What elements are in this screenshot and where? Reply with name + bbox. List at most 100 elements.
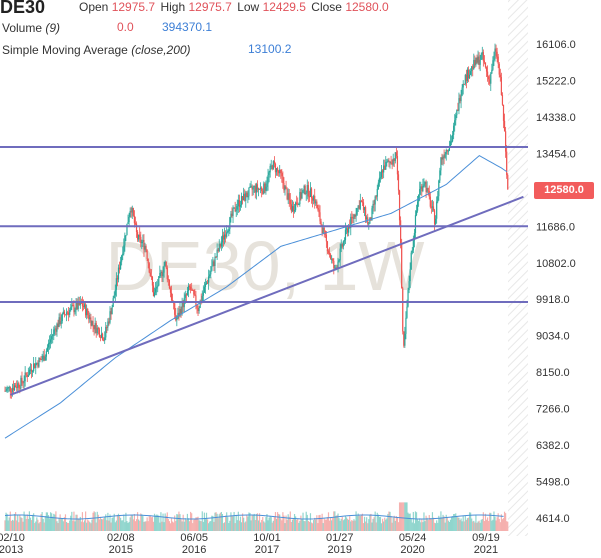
volume-bar bbox=[95, 522, 97, 531]
volume-bar bbox=[479, 522, 481, 531]
volume-bar bbox=[287, 514, 289, 531]
volume-bar bbox=[200, 521, 202, 531]
candle-body bbox=[507, 175, 509, 190]
candle-body bbox=[22, 382, 24, 384]
candle-body bbox=[448, 146, 451, 151]
volume-bar bbox=[139, 520, 141, 531]
volume-bar bbox=[400, 502, 402, 531]
volume-bar bbox=[227, 517, 229, 531]
candle-body bbox=[164, 261, 166, 266]
volume-bar bbox=[130, 514, 132, 531]
price-tick-label: 8150.0 bbox=[536, 367, 570, 379]
volume-bar bbox=[103, 518, 105, 531]
volume-bar bbox=[499, 522, 501, 531]
candle-body bbox=[15, 385, 17, 388]
volume-bar bbox=[373, 517, 375, 531]
volume-bar bbox=[429, 518, 431, 531]
candle-body bbox=[50, 339, 52, 343]
volume-legend[interactable]: Volume (9) bbox=[2, 21, 60, 35]
volume-bar bbox=[496, 517, 498, 531]
candle-body bbox=[178, 312, 180, 316]
volume-bar bbox=[50, 512, 52, 531]
candle-body bbox=[89, 317, 91, 320]
volume-bar bbox=[363, 516, 366, 531]
volume-bar bbox=[410, 518, 412, 531]
candle-body bbox=[76, 302, 78, 310]
candle-body bbox=[420, 186, 422, 190]
volume-bar bbox=[333, 511, 335, 531]
volume-bar bbox=[376, 512, 378, 531]
volume-bar bbox=[506, 521, 508, 531]
volume-bar bbox=[475, 514, 477, 531]
volume-bar bbox=[153, 513, 156, 531]
volume-bar bbox=[336, 515, 338, 531]
candle-body bbox=[489, 79, 491, 84]
volume-bar bbox=[256, 513, 259, 531]
candle-body bbox=[387, 160, 389, 162]
price-tick-label: 6382.0 bbox=[536, 440, 570, 452]
volume-bar bbox=[115, 520, 117, 531]
candle-body bbox=[11, 387, 14, 392]
candle-body bbox=[182, 301, 184, 308]
candle-body bbox=[356, 208, 358, 215]
volume-bar bbox=[374, 511, 376, 531]
volume-bar bbox=[80, 521, 82, 531]
candle-body bbox=[424, 181, 426, 185]
sma-legend[interactable]: Simple Moving Average (close,200) bbox=[2, 43, 191, 57]
candle-body bbox=[35, 363, 37, 368]
candle-body bbox=[473, 59, 475, 69]
candle-body bbox=[278, 170, 280, 174]
volume-bar bbox=[10, 521, 12, 531]
candle-body bbox=[447, 150, 449, 152]
candle-body bbox=[226, 232, 228, 237]
candle-body bbox=[219, 243, 221, 247]
volume-bar bbox=[295, 516, 297, 531]
last-price-tag: 12580.0 bbox=[534, 182, 594, 199]
volume-bar bbox=[274, 512, 277, 531]
candle-body bbox=[497, 56, 499, 64]
symbol-title[interactable]: DE30 bbox=[0, 0, 46, 17]
volume-bar bbox=[122, 520, 124, 531]
volume-bar bbox=[157, 514, 159, 531]
volume-bar bbox=[193, 519, 195, 531]
volume-bar bbox=[310, 522, 313, 531]
volume-bar bbox=[388, 511, 390, 531]
volume-bar bbox=[288, 516, 290, 531]
volume-bar bbox=[52, 516, 54, 531]
volume-bar bbox=[85, 511, 87, 531]
candle-body bbox=[165, 261, 167, 268]
volume-bar bbox=[106, 520, 108, 531]
candle-body bbox=[357, 205, 359, 209]
volume-bar bbox=[121, 520, 123, 531]
volume-bar bbox=[113, 513, 115, 531]
candle-body bbox=[218, 243, 220, 252]
volume-bar bbox=[237, 511, 239, 531]
volume-bar bbox=[184, 518, 186, 531]
volume-bar bbox=[271, 522, 273, 531]
volume-bar bbox=[212, 515, 214, 531]
open-label: Open bbox=[79, 0, 109, 14]
volume-bar bbox=[443, 516, 445, 531]
candle-body bbox=[25, 372, 27, 375]
time-tick-label: 10/01 bbox=[253, 532, 281, 544]
volume-bar bbox=[53, 513, 55, 531]
volume-bar bbox=[96, 511, 98, 531]
candle-body bbox=[372, 203, 374, 209]
volume-bar bbox=[111, 517, 113, 531]
candle-body bbox=[170, 292, 173, 301]
volume-bar bbox=[97, 514, 99, 531]
volume-bar bbox=[150, 517, 152, 531]
volume-bar bbox=[332, 517, 334, 531]
volume-bar bbox=[114, 522, 116, 531]
volume-bar bbox=[267, 520, 269, 531]
volume-bar bbox=[492, 519, 494, 531]
candle-body bbox=[390, 161, 392, 164]
price-axis[interactable]: 16106.0 15222.0 14338.0 13454.0 11686.0 10802… bbox=[536, 39, 576, 525]
time-tick-label: 01/27 bbox=[326, 532, 354, 544]
candle-body bbox=[169, 288, 172, 293]
candle-body bbox=[195, 295, 197, 306]
candle-body bbox=[414, 215, 417, 233]
volume-bar bbox=[489, 512, 491, 531]
